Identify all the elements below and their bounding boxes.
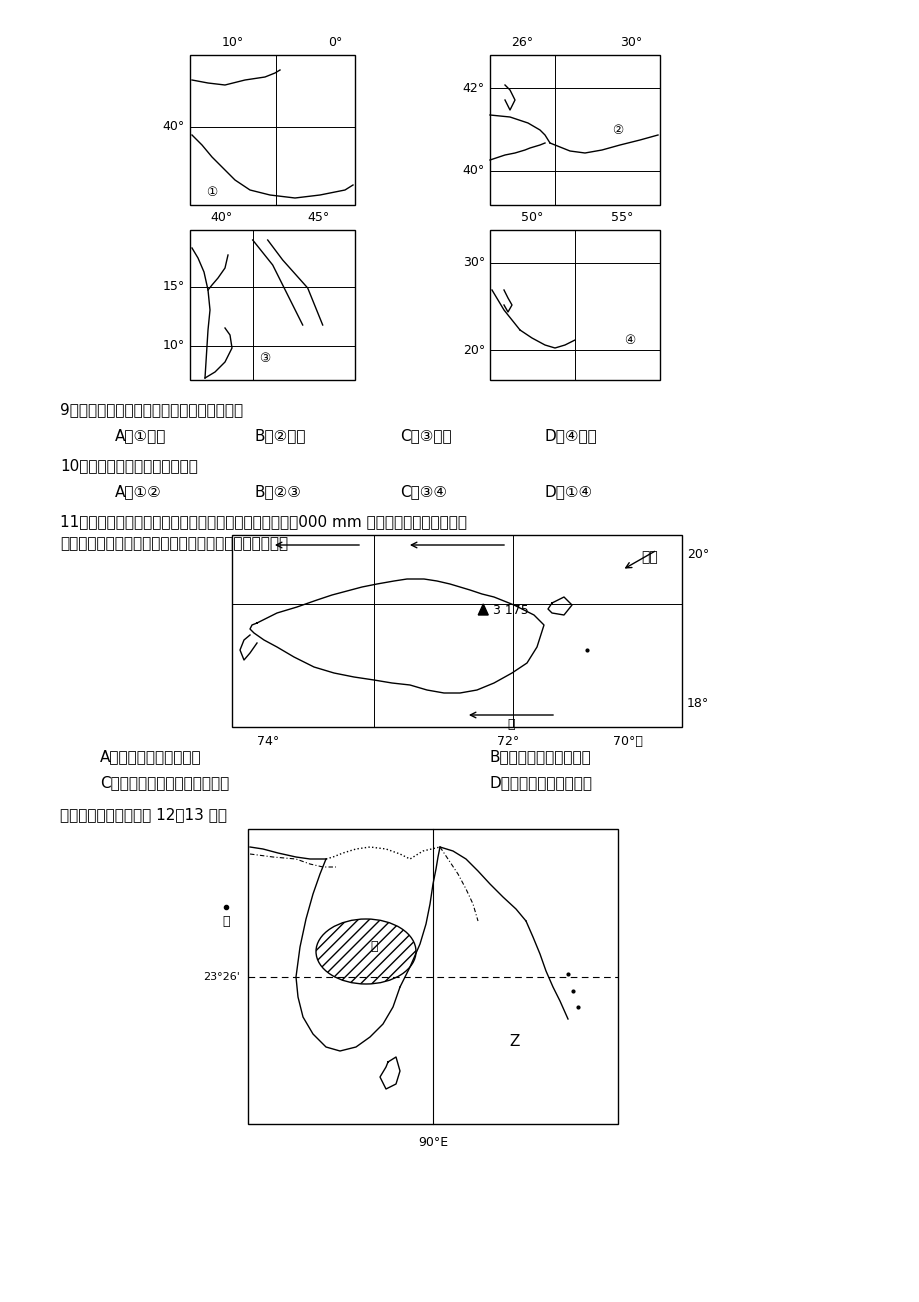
Text: 11．下图为某岛屿简图，该岛屿中部多山，降水大多在１000 mm 以上，东北部和西南部降: 11．下图为某岛屿简图，该岛屿中部多山，降水大多在１000 mm 以上，东北部和… xyxy=(60,514,467,529)
Text: 15°: 15° xyxy=(163,280,185,293)
Text: 10．上述海峡中属于印度洋的是: 10．上述海峡中属于印度洋的是 xyxy=(60,458,198,473)
Text: 30°: 30° xyxy=(462,256,484,270)
Text: 18°: 18° xyxy=(686,698,709,711)
Text: 45°: 45° xyxy=(307,211,330,224)
Text: A．①海峡: A．①海峡 xyxy=(115,428,166,443)
Text: 90°E: 90°E xyxy=(417,1137,448,1148)
Text: D．①④: D．①④ xyxy=(544,484,593,499)
Text: 9．上述海峡中不是位于两大洲之间的海峡是: 9．上述海峡中不是位于两大洲之间的海峡是 xyxy=(60,402,243,417)
Text: A．东北部降水少，洋流: A．东北部降水少，洋流 xyxy=(100,749,201,764)
Text: 甲: 甲 xyxy=(369,940,378,953)
Text: 30°: 30° xyxy=(619,36,641,49)
Text: 42°: 42° xyxy=(462,82,484,95)
Bar xyxy=(232,535,681,727)
Text: Z: Z xyxy=(508,1034,519,1049)
Bar xyxy=(190,230,355,380)
Text: ①: ① xyxy=(206,186,218,199)
Text: C．东北部降水多，信风和地形: C．东北部降水多，信风和地形 xyxy=(100,775,229,790)
Polygon shape xyxy=(478,604,488,615)
Text: 72°: 72° xyxy=(496,736,519,749)
Text: 23°26': 23°26' xyxy=(203,971,240,982)
Text: 40°: 40° xyxy=(462,164,484,177)
Text: 26°: 26° xyxy=(511,36,533,49)
Text: 读世界某区域图，回答 12～13 题。: 读世界某区域图，回答 12～13 题。 xyxy=(60,807,227,822)
Text: 丙: 丙 xyxy=(222,915,230,928)
Text: ②: ② xyxy=(612,124,623,137)
Text: D．西南部降水多，地形: D．西南部降水多，地形 xyxy=(490,775,593,790)
Text: 0°: 0° xyxy=(328,36,342,49)
Bar xyxy=(248,829,618,1124)
Text: 70°流: 70°流 xyxy=(612,736,642,749)
Text: 55°: 55° xyxy=(611,211,633,224)
Text: 40°: 40° xyxy=(210,211,233,224)
Text: ③: ③ xyxy=(259,352,270,365)
Text: B．②海峡: B．②海峡 xyxy=(255,428,306,443)
Text: 10°: 10° xyxy=(163,339,185,352)
Text: C．③海峡: C．③海峡 xyxy=(400,428,451,443)
Text: 洋: 洋 xyxy=(506,717,515,730)
Text: A．①②: A．①② xyxy=(115,484,162,499)
Text: B．②③: B．②③ xyxy=(255,484,301,499)
Text: 40°: 40° xyxy=(163,121,185,134)
Text: 20°: 20° xyxy=(686,548,709,561)
Text: 水差异较大。东北部和西南部降水差异及主要影响因素是: 水差异较大。东北部和西南部降水差异及主要影响因素是 xyxy=(60,536,288,551)
Text: 3 175: 3 175 xyxy=(493,604,528,617)
Text: ④: ④ xyxy=(624,333,635,346)
Text: D．④海峡: D．④海峡 xyxy=(544,428,597,443)
Text: B．西南部降水少，洋流: B．西南部降水少，洋流 xyxy=(490,749,591,764)
Bar xyxy=(490,230,659,380)
Text: 10°: 10° xyxy=(221,36,244,49)
Text: 74°: 74° xyxy=(256,736,278,749)
Bar xyxy=(490,55,659,204)
Bar xyxy=(190,55,355,204)
Text: C．③④: C．③④ xyxy=(400,484,447,499)
Text: 20°: 20° xyxy=(462,344,484,357)
Text: 洋流: 洋流 xyxy=(641,549,658,564)
Text: 50°: 50° xyxy=(521,211,543,224)
